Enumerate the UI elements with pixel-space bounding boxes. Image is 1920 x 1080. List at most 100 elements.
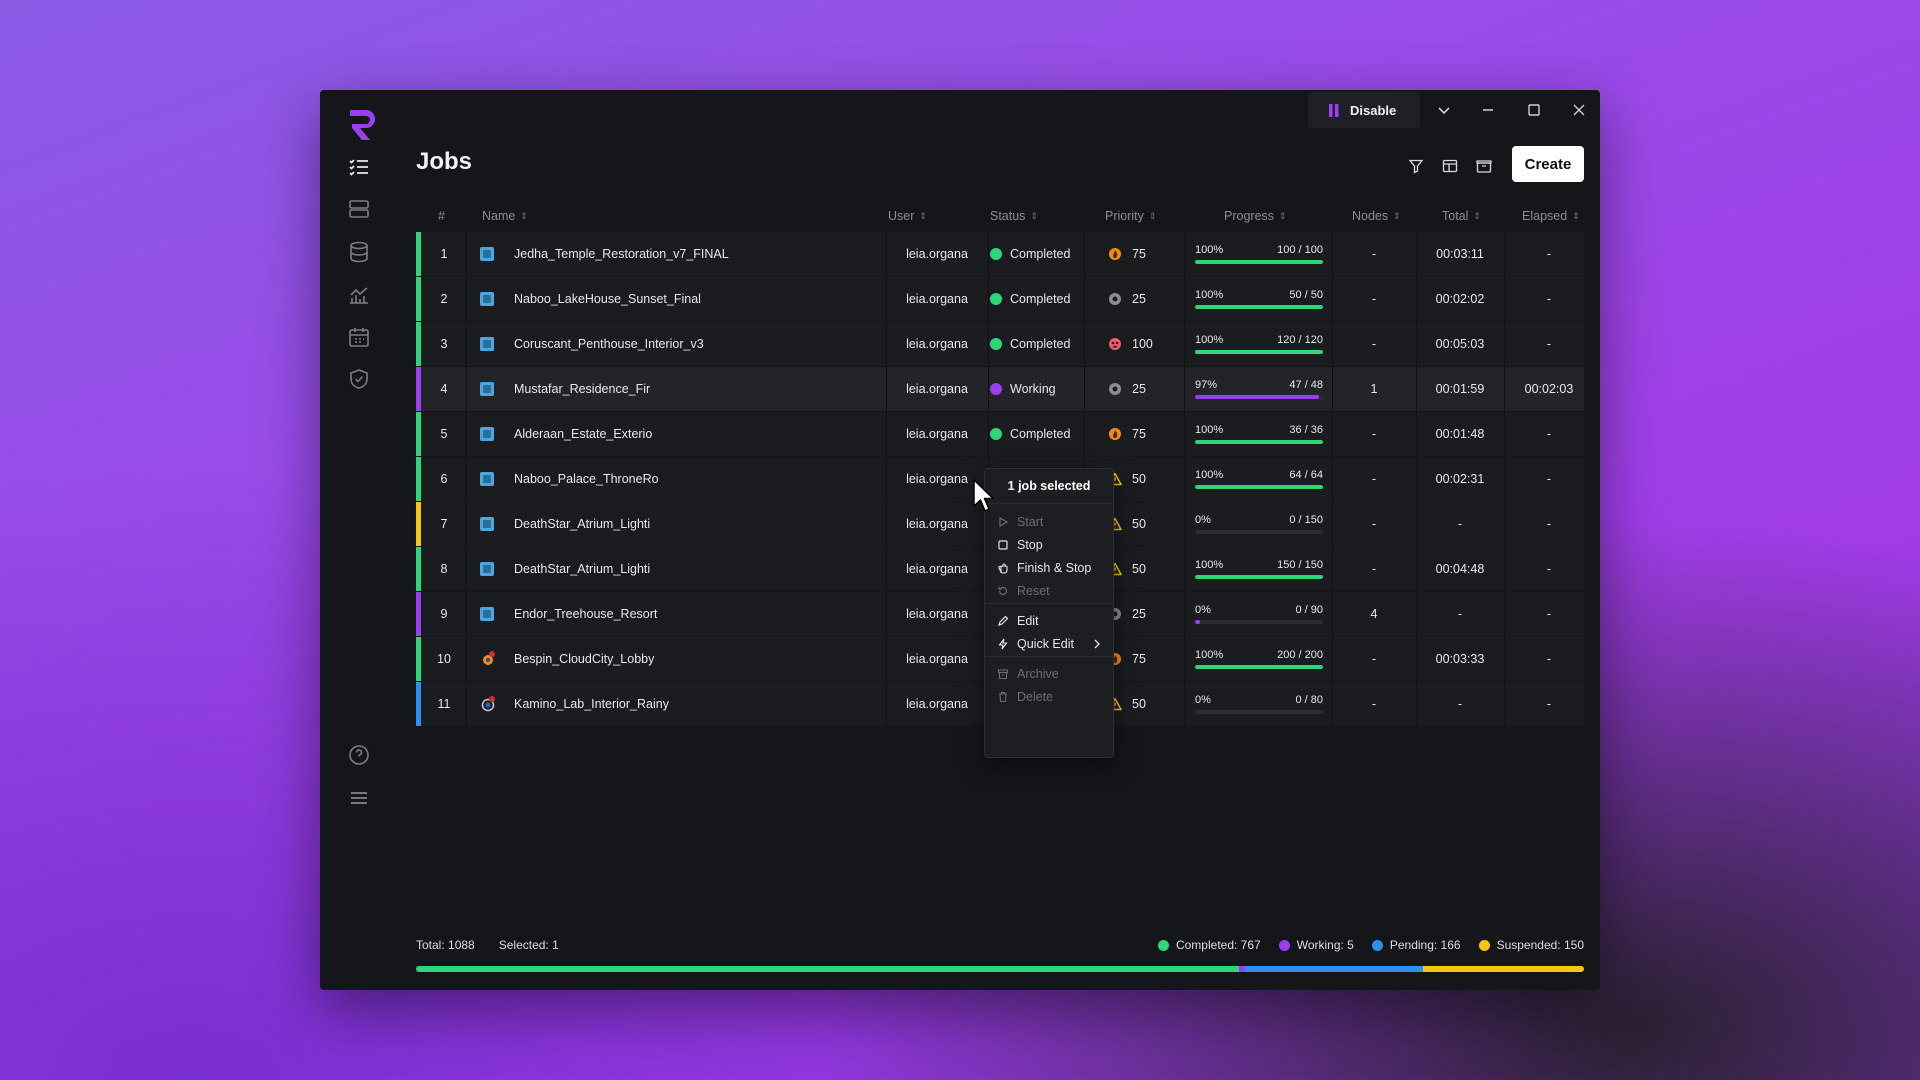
progress-count: 36 / 36 (1289, 424, 1323, 436)
column-header-total[interactable]: Total ⇕ (1442, 200, 1481, 232)
column-header-name[interactable]: Name ⇕ (482, 200, 528, 232)
job-name[interactable]: Bespin_CloudCity_Lobby (514, 652, 655, 666)
nav-calendar[interactable] (344, 322, 374, 352)
table-row[interactable]: 5 Alderaan_Estate_Exterio leia.organa Co… (416, 412, 1584, 456)
column-header-num[interactable]: # (438, 200, 445, 232)
columns-icon (1442, 159, 1458, 173)
job-total-time: - (1457, 697, 1463, 711)
menu-item-label: Finish & Stop (1017, 561, 1092, 575)
status-distribution-bar (416, 966, 1584, 972)
table-row[interactable]: 2 Naboo_LakeHouse_Sunset_Final leia.orga… (416, 277, 1584, 321)
legend-label: Completed: 767 (1175, 938, 1261, 952)
trash-icon (999, 691, 1007, 703)
job-name[interactable]: Jedha_Temple_Restoration_v7_FINAL (514, 247, 729, 261)
legend-item-completed: Completed: 767 (1157, 938, 1261, 952)
job-name[interactable]: Naboo_LakeHouse_Sunset_Final (514, 292, 701, 306)
progress-fill (1195, 350, 1323, 354)
job-name[interactable]: Endor_Treehouse_Resort (514, 607, 658, 621)
status-stripe (416, 412, 421, 456)
job-elapsed-time: - (1546, 562, 1552, 576)
distribution-segment-working (1239, 966, 1245, 972)
table-row[interactable]: 3 Coruscant_Penthouse_Interior_v3 leia.o… (416, 322, 1584, 366)
filter-button[interactable] (1402, 152, 1430, 180)
progress-bar (1195, 395, 1323, 399)
column-header-nodes[interactable]: Nodes ⇕ (1352, 200, 1401, 232)
job-name[interactable]: Mustafar_Residence_Fir (514, 382, 651, 396)
status-stripe (416, 592, 421, 636)
legend-dot (1278, 939, 1290, 951)
job-user: leia.organa (906, 472, 968, 486)
app-window: Disable Jobs Create # Name ⇕ User ⇕ Status… (320, 90, 1600, 990)
menu-separator (985, 656, 1113, 657)
menu-item-stop[interactable]: Stop (997, 534, 1107, 556)
menu-item-edit[interactable]: Edit (997, 610, 1107, 632)
progress-bar (1195, 620, 1323, 624)
priority-value: 75 (1132, 247, 1146, 261)
nav-database[interactable] (344, 237, 374, 267)
table-row[interactable]: 1 Jedha_Temple_Restoration_v7_FINAL leia… (416, 232, 1584, 276)
menu-item-label: Reset (1017, 584, 1050, 598)
nav-help[interactable] (344, 740, 374, 770)
priority-value: 75 (1132, 427, 1146, 441)
render-app-icon (480, 412, 496, 456)
job-name[interactable]: Alderaan_Estate_Exterio (514, 427, 653, 441)
job-name[interactable]: Coruscant_Penthouse_Interior_v3 (514, 337, 704, 351)
job-name[interactable]: DeathStar_Atrium_Lighti (514, 517, 651, 531)
column-header-priority[interactable]: Priority ⇕ (1105, 200, 1156, 232)
job-total-time: - (1457, 607, 1463, 621)
column-header-status[interactable]: Status ⇕ (990, 200, 1038, 232)
menu-item-delete: Delete (997, 686, 1107, 708)
nav-jobs[interactable] (344, 152, 374, 182)
nav-servers[interactable] (344, 194, 374, 224)
disable-button[interactable]: Disable (1308, 92, 1420, 128)
column-header-elapsed[interactable]: Elapsed ⇕ (1522, 200, 1580, 232)
progress-count: 0 / 80 (1295, 694, 1323, 706)
package-button[interactable] (1470, 152, 1498, 180)
row-number: 7 (440, 517, 448, 531)
job-priority: 25 (1108, 367, 1146, 411)
pause-icon (1329, 103, 1339, 117)
nav-security[interactable] (344, 364, 374, 394)
status-stripe (416, 232, 421, 276)
status-dot (990, 293, 1002, 305)
status-stripe (416, 457, 421, 501)
job-total-time: 00:05:03 (1435, 337, 1485, 351)
circle-icon (1108, 292, 1122, 306)
column-label: Progress (1224, 209, 1275, 223)
menu-item-finish-stop[interactable]: Finish & Stop (997, 557, 1107, 579)
menu-item-quick-edit[interactable]: Quick Edit (997, 633, 1107, 655)
status-stripe (416, 637, 421, 681)
job-elapsed-time: - (1546, 652, 1552, 666)
nav-statistics[interactable] (344, 280, 374, 310)
close-button[interactable] (1561, 94, 1597, 126)
columns-button[interactable] (1436, 152, 1464, 180)
job-progress: 0% 0 / 80 (1195, 682, 1323, 726)
column-label: Total (1442, 209, 1469, 223)
maximize-button[interactable] (1516, 94, 1552, 126)
job-name[interactable]: Naboo_Palace_ThroneRo (514, 472, 659, 486)
column-label: Elapsed (1522, 209, 1568, 223)
job-user: leia.organa (906, 337, 968, 351)
package-icon (1476, 160, 1492, 173)
column-header-user[interactable]: User ⇕ (888, 200, 927, 232)
row-number: 9 (440, 607, 448, 621)
priority-value: 25 (1132, 382, 1146, 396)
progress-percent: 0% (1195, 694, 1211, 706)
job-name[interactable]: DeathStar_Atrium_Lighti (514, 562, 651, 576)
table-row[interactable]: 4 Mustafar_Residence_Fir leia.organa Wor… (416, 367, 1584, 411)
legend-dot (1478, 939, 1490, 951)
column-header-progress[interactable]: Progress ⇕ (1224, 200, 1287, 232)
minimize-button[interactable] (1470, 94, 1506, 126)
play-icon (999, 516, 1009, 528)
job-total-time: - (1457, 517, 1463, 531)
job-name[interactable]: Kamino_Lab_Interior_Rainy (514, 697, 669, 711)
render-app-icon (480, 547, 496, 591)
job-nodes: - (1371, 337, 1377, 351)
job-status: Completed (990, 277, 1070, 321)
nav-menu[interactable] (344, 783, 374, 813)
dropdown-button[interactable] (1426, 94, 1462, 126)
create-button[interactable]: Create (1512, 146, 1584, 182)
priority-value: 100 (1132, 337, 1153, 351)
progress-count: 50 / 50 (1289, 289, 1323, 301)
job-priority: 100 (1108, 322, 1153, 366)
